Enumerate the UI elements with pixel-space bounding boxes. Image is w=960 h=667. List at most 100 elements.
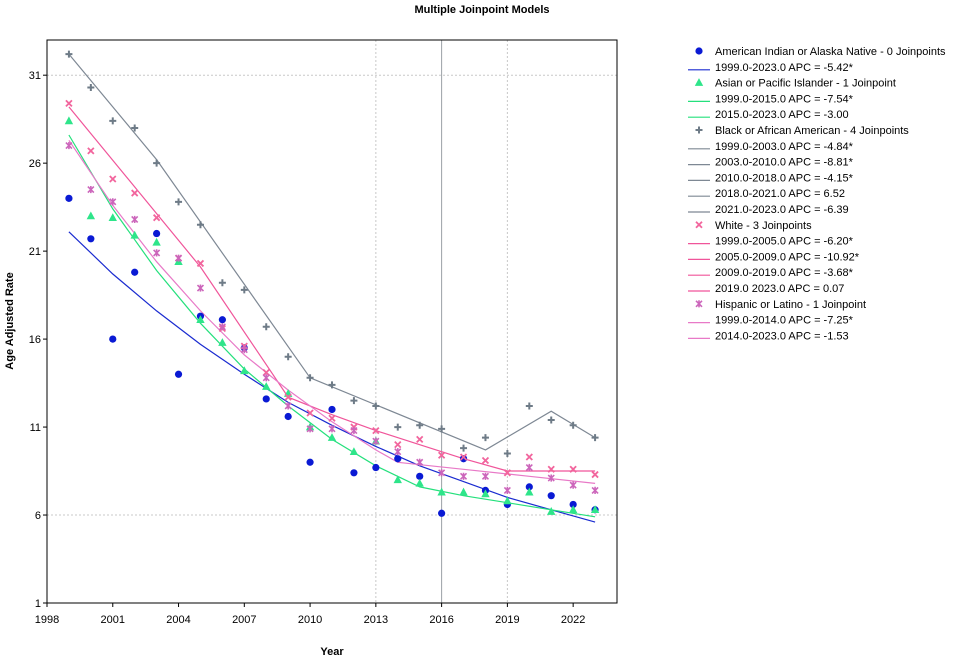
data-point-series-1 [262, 382, 271, 390]
x-tick-label: 2004 [166, 614, 190, 626]
data-point-series-2 [109, 117, 117, 125]
data-points [64, 50, 600, 517]
legend-segment-label: 2005.0-2009.0 APC = -10.92* [715, 251, 860, 263]
data-point-series-1 [481, 489, 490, 498]
data-point-series-1 [108, 213, 117, 221]
data-point-series-2 [262, 323, 270, 331]
legend-marker [695, 126, 703, 134]
data-point-series-4 [591, 486, 599, 494]
data-point-series-1 [393, 475, 402, 484]
data-point-series-3 [306, 409, 314, 417]
data-point-series-2 [372, 402, 380, 410]
data-point-series-2 [196, 221, 204, 229]
data-point-series-4 [87, 185, 95, 194]
legend-marker [695, 47, 703, 55]
chart-title: Multiple Joinpoint Models [414, 4, 549, 16]
x-tick-label: 2019 [495, 614, 519, 626]
data-point-series-2 [328, 381, 336, 389]
data-point-series-3 [284, 393, 292, 401]
data-point-series-0 [372, 463, 380, 472]
data-point-series-0 [65, 194, 73, 202]
data-point-series-3 [591, 470, 599, 479]
data-point-series-3 [131, 189, 139, 197]
data-point-series-3 [481, 456, 490, 465]
legend-marker [694, 78, 704, 86]
data-point-series-0 [153, 229, 161, 238]
data-point-series-2 [591, 434, 599, 442]
data-point-series-1 [590, 505, 600, 514]
data-point-series-1 [459, 487, 468, 496]
data-point-series-4 [459, 472, 468, 480]
legend-segment-label: 1999.0-2023.0 APC = -5.42* [715, 62, 854, 74]
data-point-series-0 [87, 235, 95, 243]
y-axis-title: Age Adjusted Rate [4, 272, 16, 369]
data-point-series-1 [196, 315, 205, 324]
data-point-series-1 [568, 505, 578, 514]
data-point-series-2 [87, 84, 95, 92]
data-point-series-0 [547, 492, 555, 500]
legend-segment-label: 1999.0-2005.0 APC = -6.20* [715, 236, 854, 248]
data-point-series-2 [218, 279, 226, 287]
data-point-series-1 [547, 507, 556, 515]
data-point-series-0 [350, 469, 358, 477]
data-point-series-3 [394, 441, 402, 449]
trend-line-series-0 [68, 231, 596, 523]
data-point-series-2 [481, 434, 489, 442]
data-point-series-4 [262, 374, 270, 382]
data-point-series-1 [218, 338, 227, 346]
data-point-series-2 [131, 124, 139, 132]
trend-line-series-2 [68, 53, 596, 451]
data-point-series-1 [525, 487, 534, 496]
legend-segment-label: 1999.0-2015.0 APC = -7.54* [715, 93, 854, 105]
data-point-series-4 [306, 425, 314, 433]
data-point-series-2 [65, 50, 73, 58]
data-point-series-0 [328, 405, 336, 414]
legend-series-label: American Indian or Alaska Native - 0 Joi… [715, 46, 946, 58]
legend-series-label: Hispanic or Latino - 1 Joinpoint [715, 299, 866, 311]
data-point-series-2 [306, 374, 314, 382]
data-point-series-3 [262, 368, 270, 377]
legend-segment-label: 2015.0-2023.0 APC = -3.00 [715, 109, 849, 121]
legend-segment-label: 2018.0-2021.0 APC = 6.52 [715, 188, 845, 200]
x-tick-label: 2007 [232, 614, 256, 626]
trend-line-series-3 [68, 106, 596, 472]
data-point-series-2 [284, 353, 292, 361]
legend-segment-label: 2014.0-2023.0 APC = -1.53 [715, 330, 849, 342]
legend-marker [695, 300, 703, 308]
data-point-series-2 [394, 423, 402, 431]
data-point-series-1 [130, 230, 139, 239]
data-point-series-0 [284, 412, 292, 421]
legend-series-label: White - 3 Joinpoints [715, 220, 812, 232]
data-point-series-2 [350, 397, 358, 405]
legend-segment-label: 2009.0-2019.0 APC = -3.68* [715, 267, 854, 279]
y-tick-label: 1 [35, 598, 41, 610]
data-point-series-0 [306, 458, 314, 466]
y-tick-label: 11 [30, 422, 41, 434]
data-point-series-4 [525, 463, 533, 472]
data-point-series-4 [65, 141, 73, 150]
data-point-series-1 [86, 211, 96, 220]
data-point-series-4 [394, 448, 402, 456]
x-axis-ticks: 1998 2001 2004 2007 2010 2013 2016 2019 2022 [35, 603, 585, 626]
data-point-series-1 [64, 116, 74, 125]
data-point-series-4 [372, 437, 380, 445]
data-point-series-3 [152, 214, 161, 222]
legend-series-label: Black or African American - 4 Joinpoints [715, 125, 909, 137]
x-axis-title: Year [320, 646, 344, 658]
legend-segment-label: 2019.0 2023.0 APC = 0.07 [715, 283, 844, 295]
data-point-series-4 [547, 474, 555, 482]
data-point-series-2 [240, 286, 248, 294]
data-point-series-2 [525, 402, 533, 410]
data-point-series-4 [196, 284, 205, 292]
data-point-series-3 [328, 414, 336, 422]
data-point-series-4 [569, 481, 577, 489]
trend-line-series-1 [68, 134, 596, 518]
y-tick-label: 16 [29, 334, 41, 346]
data-point-series-2 [153, 159, 161, 167]
legend-segment-label: 1999.0-2014.0 APC = -7.25* [715, 315, 854, 327]
legend: American Indian or Alaska Native - 0 Joi… [688, 46, 946, 342]
data-point-series-2 [460, 444, 468, 452]
data-point-series-0 [569, 500, 577, 509]
